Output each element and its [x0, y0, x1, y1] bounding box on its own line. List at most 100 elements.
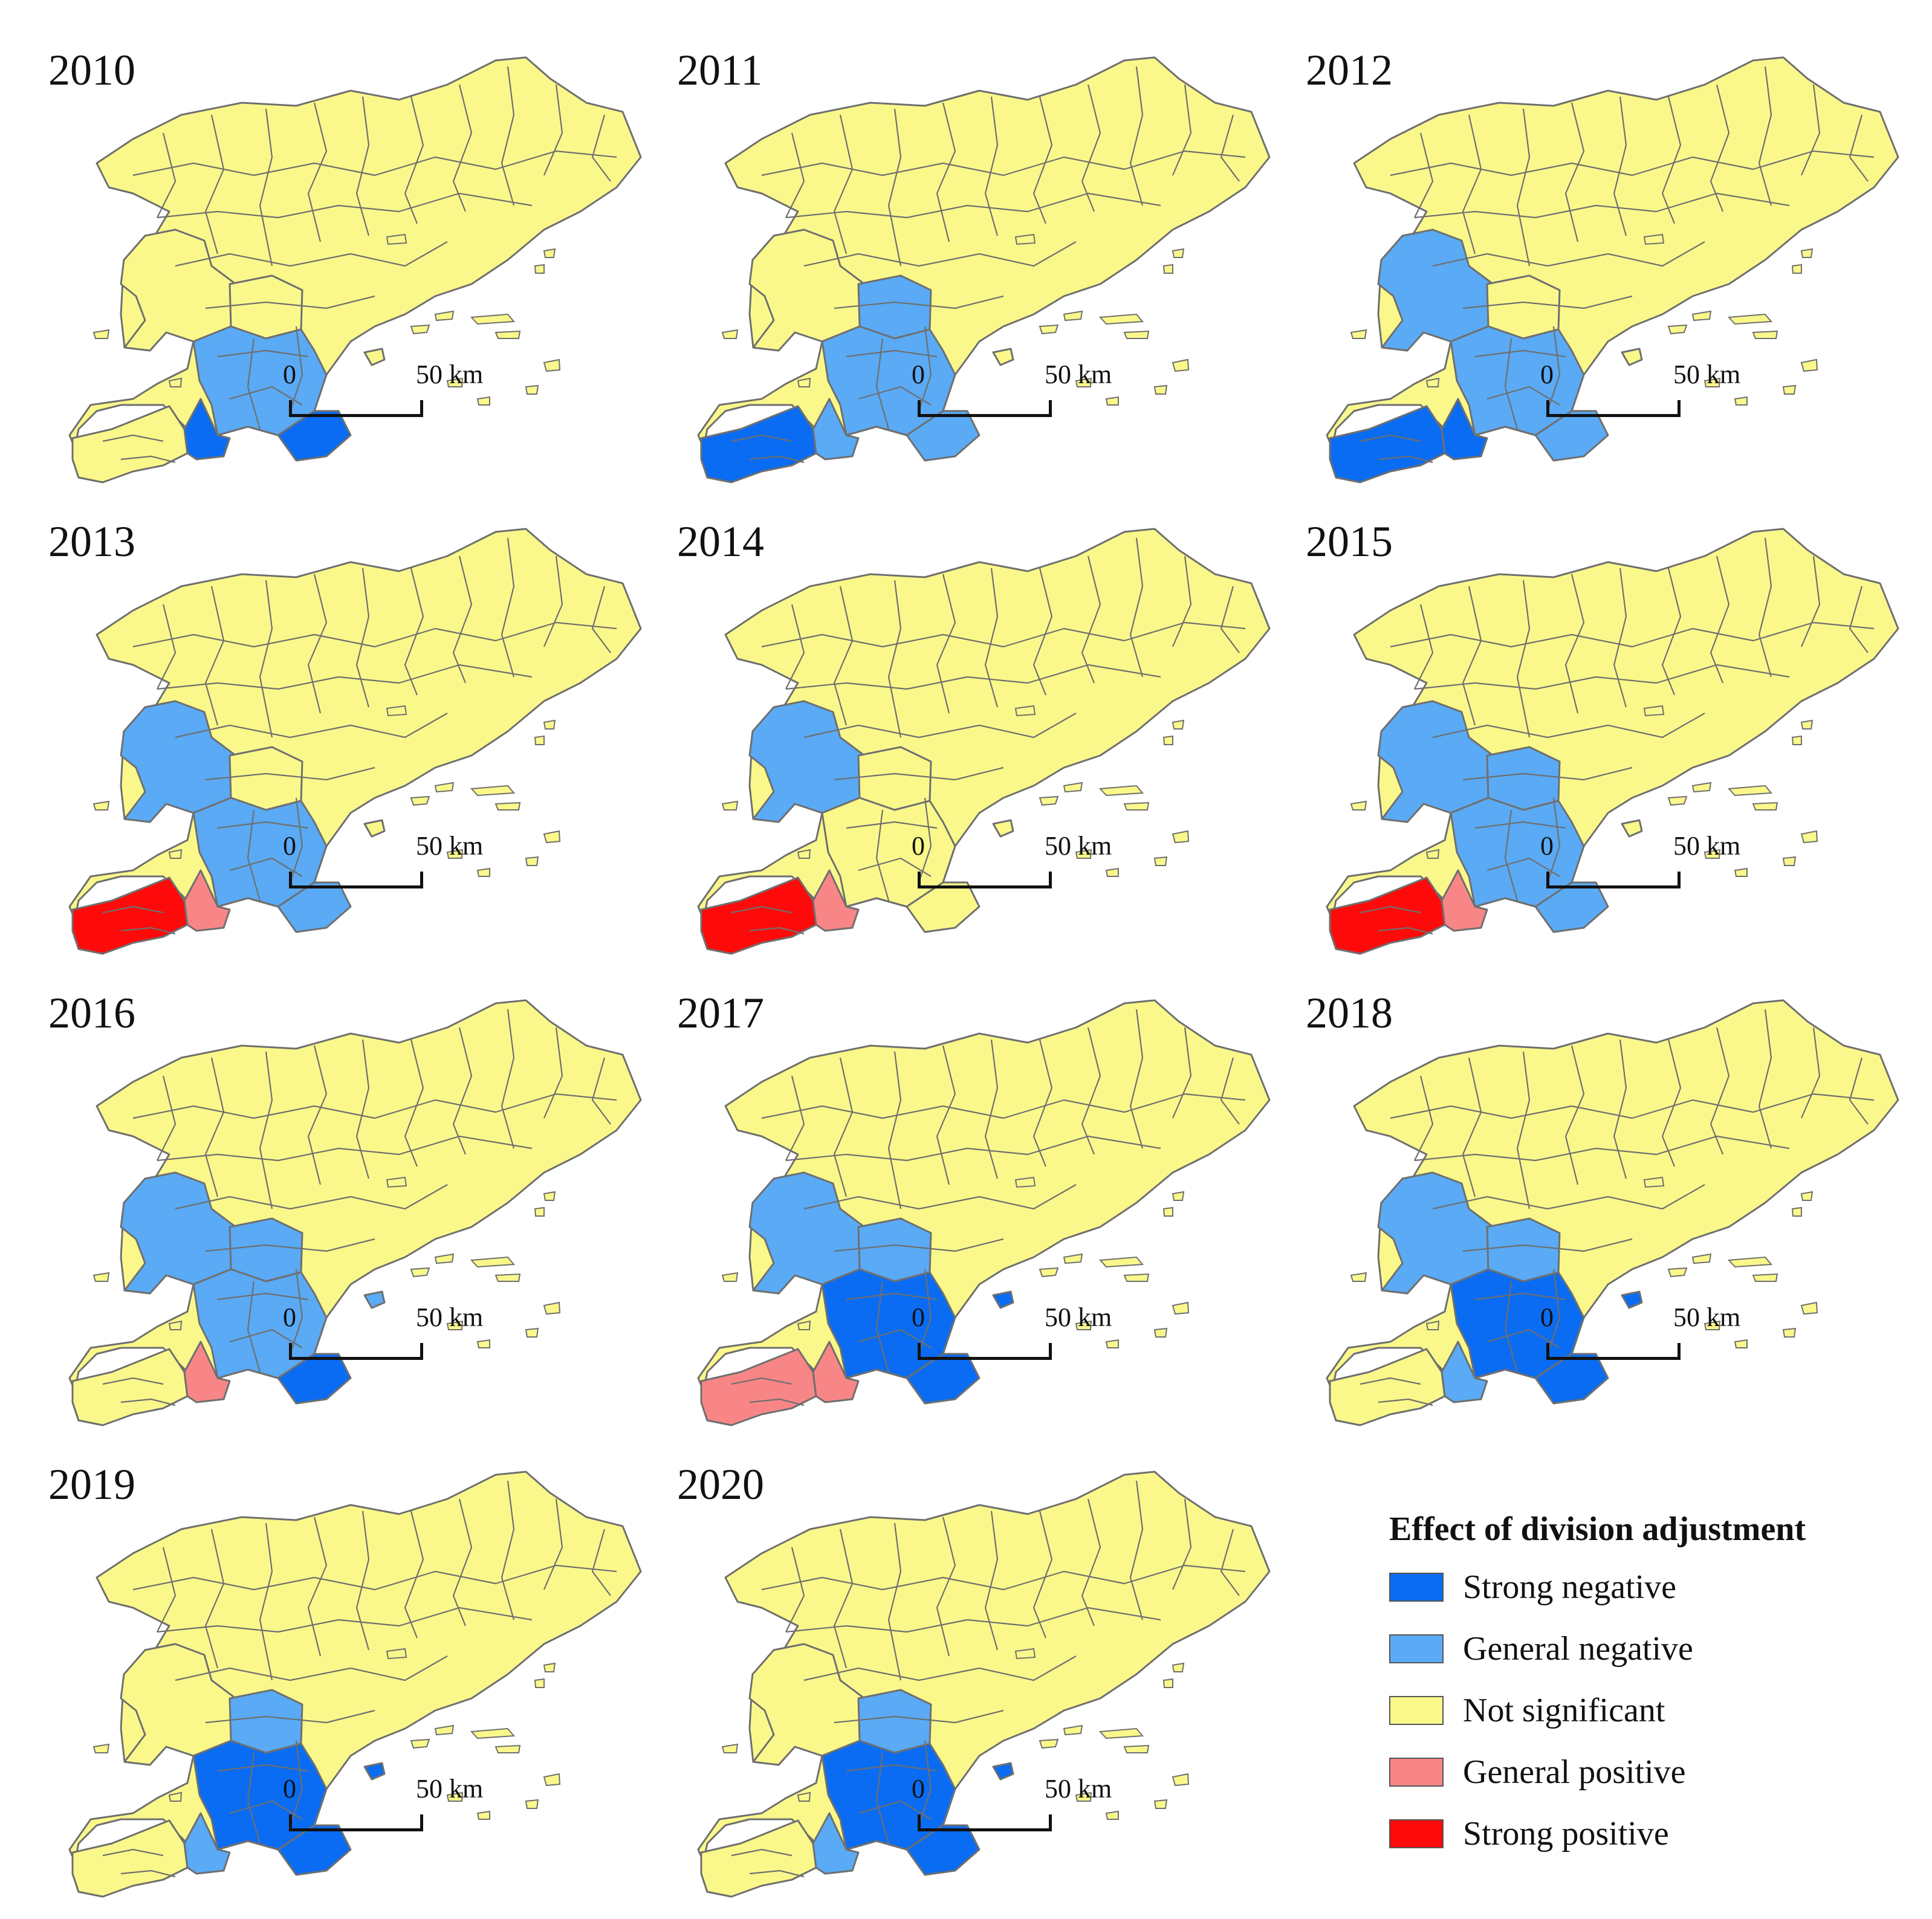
district-boundary	[1486, 857, 1560, 877]
zone-island-not-significant	[992, 348, 1014, 366]
zone-swc-general-negative	[812, 1812, 860, 1875]
district-boundary	[1462, 1057, 1482, 1197]
district-boundary	[1504, 1281, 1519, 1373]
zone-island-strong-negative	[992, 1290, 1014, 1309]
island	[1105, 867, 1119, 877]
district-boundary	[833, 1529, 854, 1669]
district-boundary	[289, 797, 303, 883]
district-boundary	[846, 1292, 938, 1301]
island	[168, 377, 183, 387]
island	[386, 1648, 407, 1660]
island	[1172, 1191, 1185, 1201]
district-boundary	[1390, 1093, 1875, 1119]
district-boundary	[803, 1655, 1077, 1681]
island	[1075, 849, 1092, 859]
island	[1123, 1273, 1150, 1282]
island	[168, 1791, 183, 1802]
zone-sw-strong-negative	[1329, 405, 1446, 484]
island	[1800, 830, 1818, 844]
scale-bar-max-label: 50 km	[1673, 360, 1741, 389]
scale-bar-max-label: 50 km	[1045, 1303, 1112, 1332]
offshore-islands	[721, 233, 1190, 406]
district-boundary	[1462, 1238, 1633, 1252]
district-boundary	[761, 150, 1246, 176]
district-boundary	[731, 1848, 793, 1857]
district-boundary	[1516, 580, 1531, 738]
district-boundary	[875, 1281, 890, 1373]
district-boundary	[761, 1093, 1246, 1119]
island	[494, 330, 521, 339]
offshore-islands	[721, 705, 1190, 877]
district-boundary	[1613, 96, 1627, 236]
island	[1691, 1253, 1712, 1264]
island	[1105, 396, 1119, 406]
zone-se-strong-negative	[1534, 1353, 1609, 1405]
zone-swc-general-negative	[812, 398, 860, 461]
island	[1162, 1206, 1173, 1217]
island	[525, 856, 539, 866]
district-boundary	[204, 1057, 225, 1197]
scale-bar	[918, 872, 1052, 888]
legend-swatch	[1389, 1634, 1444, 1663]
district-boundary	[355, 1039, 370, 1179]
island	[1039, 1267, 1059, 1278]
district-boundaries	[731, 1009, 1246, 1406]
island	[1703, 1320, 1721, 1330]
district-boundary	[355, 96, 370, 236]
island	[1350, 800, 1367, 811]
district-boundary	[1129, 1009, 1144, 1149]
district-boundary	[887, 1051, 902, 1209]
zone-se-strong-negative	[277, 1824, 352, 1876]
map-panel-2015: 2015 0 50 km	[1269, 484, 1899, 955]
district-boundary	[1360, 434, 1421, 442]
district-boundary	[132, 1093, 617, 1119]
district-boundary	[1390, 150, 1875, 176]
district-boundary	[175, 241, 448, 267]
island	[1691, 782, 1712, 793]
district-boundary	[102, 434, 164, 442]
district-boundary	[785, 1547, 805, 1633]
island	[476, 867, 490, 877]
island	[721, 1272, 739, 1282]
district-boundary	[803, 241, 1077, 267]
district-boundary	[858, 1328, 932, 1348]
map-2015	[1326, 528, 1899, 955]
island	[525, 1799, 539, 1809]
district-boundaries	[102, 66, 617, 464]
zone-se-strong-negative	[906, 1353, 981, 1405]
scale-bar	[918, 400, 1052, 417]
island	[1782, 384, 1797, 395]
district-boundary	[1546, 1269, 1561, 1354]
district-boundary	[1613, 568, 1627, 708]
district-boundary	[1378, 455, 1433, 464]
map-panel-2016: 2016 0 50 km	[12, 955, 642, 1426]
island	[386, 705, 407, 717]
island	[410, 1267, 430, 1278]
district-boundary	[1462, 586, 1482, 726]
island	[721, 1743, 739, 1753]
zone-island-not-significant	[992, 819, 1014, 838]
island	[1123, 801, 1150, 811]
district-boundary	[1172, 1027, 1192, 1119]
district-boundary	[833, 1057, 854, 1197]
district-boundaries	[1360, 66, 1875, 464]
island	[1791, 735, 1802, 745]
district-boundary	[918, 326, 932, 412]
scale-bar	[289, 1343, 423, 1360]
island	[525, 1327, 539, 1338]
zone-sw-not-significant	[71, 405, 189, 484]
district-boundary	[918, 1269, 932, 1354]
district-boundary	[1474, 349, 1566, 358]
island	[1734, 867, 1748, 877]
district-boundary	[591, 114, 611, 182]
island	[446, 1791, 464, 1802]
map-2016	[68, 999, 642, 1426]
district-boundary	[229, 1328, 303, 1348]
district-boundary	[1360, 905, 1421, 914]
zone-se-general-negative	[906, 410, 981, 462]
year-label: 2012	[1306, 46, 1393, 94]
island	[1791, 1206, 1802, 1217]
zone-se-strong-negative	[277, 410, 352, 462]
district-boundary	[846, 1764, 938, 1772]
